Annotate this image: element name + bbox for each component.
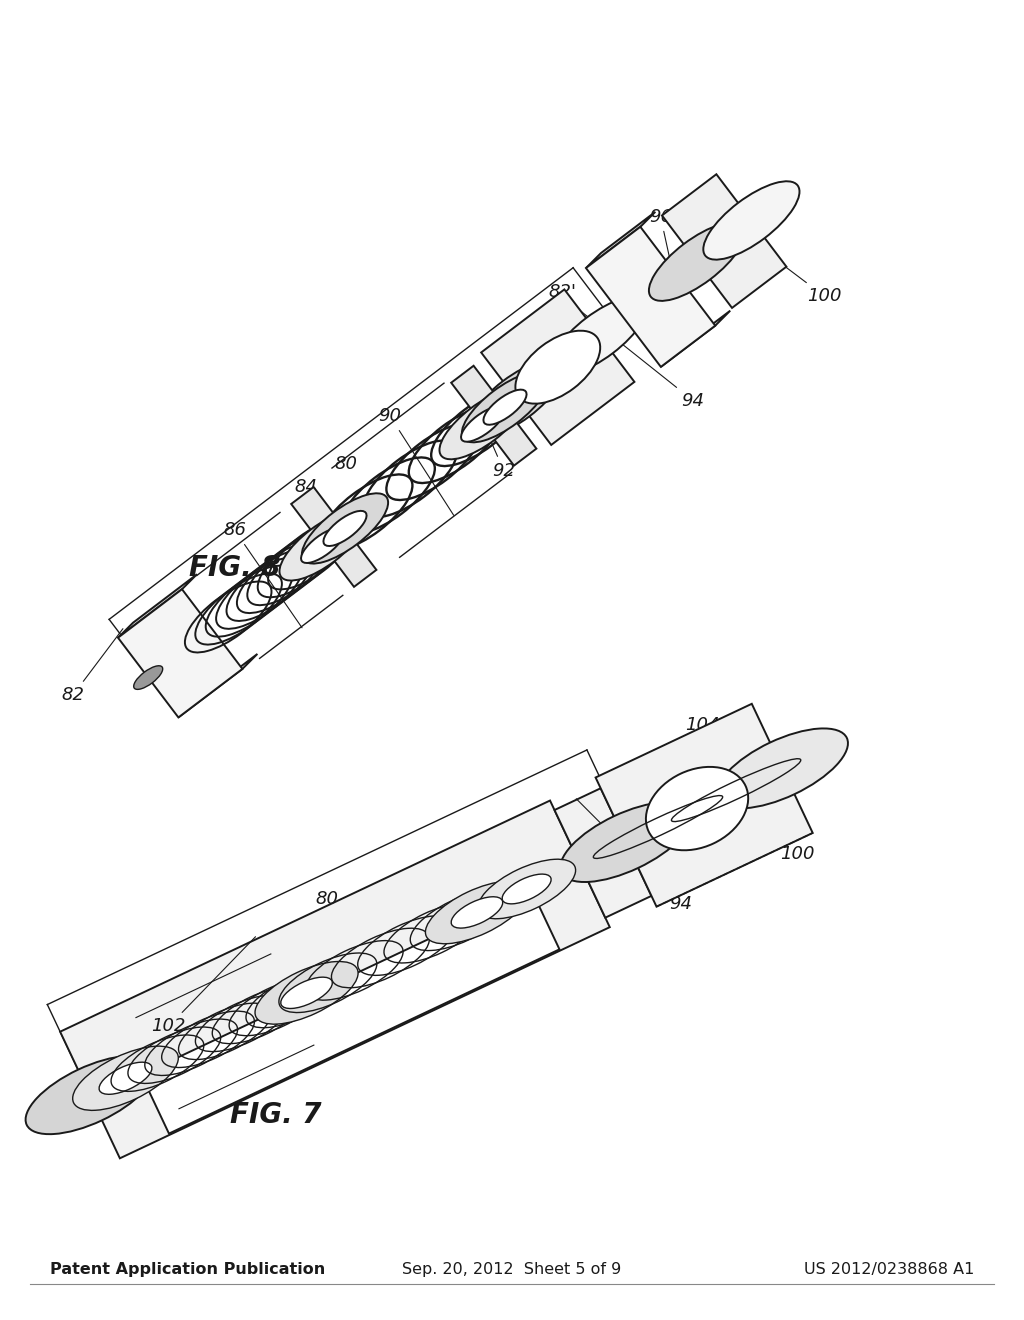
Polygon shape [555,788,651,917]
Ellipse shape [560,803,692,882]
Ellipse shape [99,1063,152,1094]
Text: 90: 90 [379,408,454,515]
Ellipse shape [425,880,528,944]
Polygon shape [586,227,715,367]
Ellipse shape [302,494,388,564]
Text: FIG. 8: FIG. 8 [189,553,281,582]
Text: 94: 94 [558,293,705,409]
Polygon shape [596,704,813,907]
Ellipse shape [280,511,366,581]
Polygon shape [291,487,377,587]
Ellipse shape [468,359,564,438]
Ellipse shape [134,665,163,689]
Text: 80: 80 [335,454,357,473]
Polygon shape [118,589,243,718]
Ellipse shape [26,1056,155,1134]
Ellipse shape [646,767,749,850]
Polygon shape [141,891,559,1134]
Text: Patent Application Publication: Patent Application Publication [50,1262,326,1278]
Ellipse shape [73,1047,178,1110]
Ellipse shape [551,297,647,375]
Ellipse shape [571,809,681,875]
Text: 82': 82' [549,284,593,412]
Ellipse shape [483,389,526,425]
Polygon shape [60,800,609,1159]
Text: US 2012/0238868 A1: US 2012/0238868 A1 [804,1262,974,1278]
Ellipse shape [495,866,565,909]
Text: 102: 102 [152,937,256,1035]
Ellipse shape [281,977,333,1008]
Ellipse shape [452,896,503,928]
Text: 80: 80 [315,890,339,908]
Text: 100: 100 [690,195,842,305]
Ellipse shape [104,1049,175,1093]
Polygon shape [662,174,786,308]
Ellipse shape [439,389,525,459]
Polygon shape [178,653,257,718]
Text: 92: 92 [462,375,515,479]
Text: FIG. 7: FIG. 7 [230,1101,322,1130]
Ellipse shape [255,961,358,1024]
Ellipse shape [502,874,551,904]
Polygon shape [660,310,730,367]
Ellipse shape [301,528,344,562]
Text: 82: 82 [61,628,123,705]
Ellipse shape [515,331,600,404]
Ellipse shape [461,407,504,442]
Ellipse shape [477,859,575,919]
Text: 94: 94 [577,799,692,913]
Text: 86: 86 [223,521,302,628]
Ellipse shape [649,223,745,301]
Polygon shape [452,366,537,466]
Ellipse shape [462,372,548,442]
Ellipse shape [324,511,367,546]
Polygon shape [481,289,635,445]
Text: 96: 96 [649,207,689,345]
Polygon shape [118,574,197,638]
Ellipse shape [717,729,848,808]
Polygon shape [586,211,655,268]
Text: 84: 84 [294,478,366,578]
Text: 104: 104 [685,717,720,882]
Ellipse shape [703,181,800,260]
Text: 100: 100 [680,742,815,862]
Text: Sep. 20, 2012  Sheet 5 of 9: Sep. 20, 2012 Sheet 5 of 9 [402,1262,622,1278]
